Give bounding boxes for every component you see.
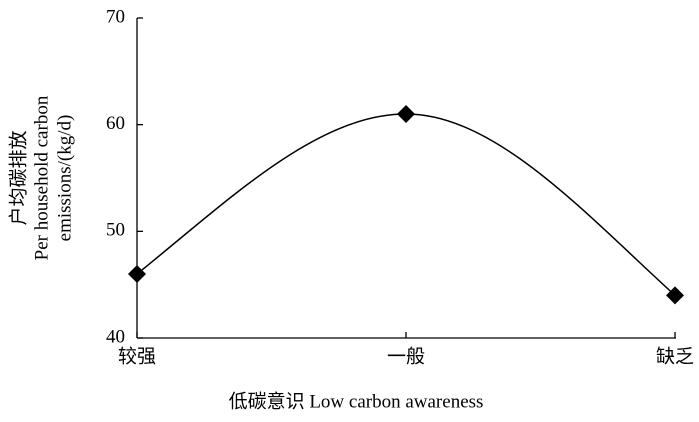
y-axis-label: Per household carbon	[31, 95, 52, 260]
x-tick-label: 一般	[387, 345, 425, 367]
line	[136, 113, 676, 296]
y-tick-label: 70	[106, 6, 125, 27]
y-axis-label: 户均碳排放	[7, 130, 29, 225]
y-tick-label: 40	[106, 326, 125, 347]
x-axis-label: 低碳意识 Low carbon awareness	[229, 390, 484, 412]
y-tick-label: 50	[106, 220, 125, 241]
x-tick-label: 较强	[118, 345, 156, 367]
marker	[128, 265, 146, 283]
y-axis-label: emissions/(kg/d)	[54, 115, 75, 242]
y-tick-label: 60	[106, 113, 125, 134]
x-tick-label: 缺乏	[656, 345, 694, 367]
marker	[397, 105, 415, 123]
marker	[666, 286, 684, 305]
